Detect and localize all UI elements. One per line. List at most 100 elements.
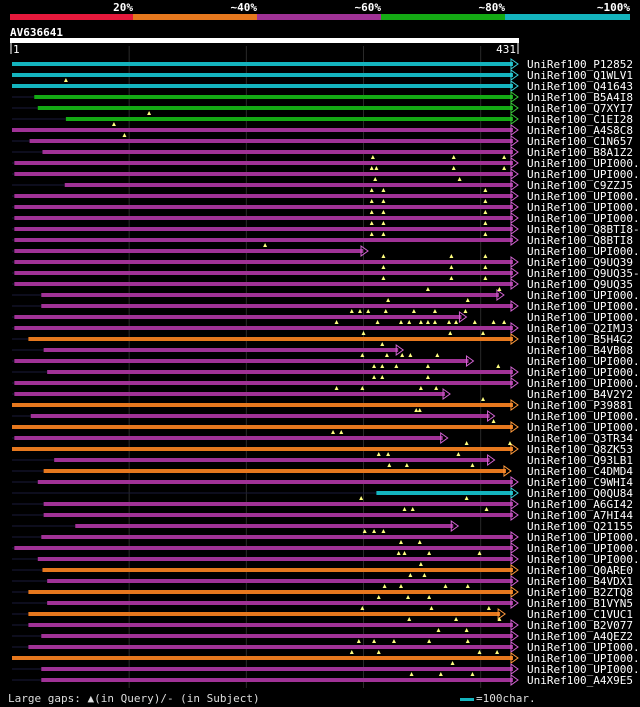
hit-label[interactable]: UniRef100_B4VB08	[527, 344, 633, 357]
hit-bar[interactable]	[41, 678, 513, 682]
hit-label[interactable]: UniRef100_Q2IMJ3	[527, 322, 633, 335]
hit-label[interactable]: UniRef100_UPI000..	[527, 553, 640, 566]
hit-bar[interactable]	[12, 73, 513, 77]
hit-bar[interactable]	[34, 95, 514, 99]
hit-bar[interactable]	[14, 260, 514, 264]
hit-label[interactable]: UniRef100_C1EI28	[527, 113, 633, 126]
hit-bar[interactable]	[41, 304, 513, 308]
hit-bar[interactable]	[28, 337, 513, 341]
hit-row[interactable]: UniRef100_B5H4G2	[12, 331, 633, 346]
hit-bar[interactable]	[12, 84, 513, 88]
hit-bar[interactable]	[14, 392, 446, 396]
hit-label[interactable]: UniRef100_Q41643	[527, 80, 633, 93]
hit-label[interactable]: UniRef100_UPI000..	[527, 201, 640, 214]
hit-label[interactable]: UniRef100_UPI000..	[527, 355, 640, 368]
hit-bar[interactable]	[64, 183, 513, 187]
hit-bar[interactable]	[75, 524, 454, 528]
hit-bar[interactable]	[29, 139, 513, 143]
hit-label[interactable]: UniRef100_UPI000..	[527, 311, 640, 324]
hit-bar[interactable]	[47, 579, 513, 583]
hit-bar[interactable]	[41, 293, 499, 297]
hit-label[interactable]: UniRef100_B4VDX1	[527, 575, 633, 588]
hit-row[interactable]: UniRef100_UPI000..	[12, 210, 640, 225]
hit-label[interactable]: UniRef100_UPI000..	[527, 641, 640, 654]
hit-label[interactable]: UniRef100_B5A4I8	[527, 91, 633, 104]
hit-row[interactable]: UniRef100_C1VUC1	[12, 606, 633, 621]
hit-bar[interactable]	[41, 535, 513, 539]
hit-row[interactable]: UniRef100_C4DMD4	[12, 463, 633, 478]
hit-row[interactable]: UniRef100_UPI000..	[12, 243, 640, 258]
hit-label[interactable]: UniRef100_Q9UQ39	[527, 256, 633, 269]
hit-bar[interactable]	[14, 282, 514, 286]
hit-label[interactable]: UniRef100_UPI000..	[527, 168, 640, 181]
hit-bar[interactable]	[30, 414, 490, 418]
hit-label[interactable]: UniRef100_Q8ZK53	[527, 443, 633, 456]
hit-row[interactable]: UniRef100_Q2IMJ3	[12, 320, 633, 335]
hit-row[interactable]: UniRef100_UPI000..	[12, 309, 640, 324]
hit-bar[interactable]	[14, 381, 514, 385]
hit-label[interactable]: UniRef100_A4QEZ2	[527, 630, 633, 643]
hit-bar[interactable]	[65, 117, 513, 121]
hit-row[interactable]: UniRef100_UPI000..	[12, 353, 640, 368]
hit-label[interactable]: UniRef100_UPI000..	[527, 289, 640, 302]
hit-row[interactable]: UniRef100_A4QEZ2	[12, 628, 633, 643]
hit-bar[interactable]	[28, 590, 513, 594]
hit-row[interactable]: UniRef100_UPI000..	[12, 408, 640, 423]
hit-bar[interactable]	[14, 172, 514, 176]
hit-bar[interactable]	[12, 656, 513, 660]
hit-bar[interactable]	[54, 458, 490, 462]
hit-label[interactable]: UniRef100_C9ZZJ5	[527, 179, 633, 192]
hit-bar[interactable]	[14, 271, 514, 275]
hit-bar[interactable]	[43, 469, 506, 473]
hit-row[interactable]: UniRef100_C1N657	[12, 133, 633, 148]
hit-label[interactable]: UniRef100_A4X9E5	[527, 674, 633, 687]
hit-label[interactable]: UniRef100_Q9UQ35	[527, 278, 633, 291]
hit-row[interactable]: UniRef100_Q9UQ35-2	[12, 265, 640, 280]
hit-row[interactable]: UniRef100_B1VYN5	[12, 595, 633, 610]
hit-row[interactable]: UniRef100_Q9UQ35	[12, 276, 633, 291]
hit-row[interactable]: UniRef100_UPI000..	[12, 364, 640, 379]
hit-bar[interactable]	[43, 502, 513, 506]
hit-bar[interactable]	[14, 436, 443, 440]
hit-row[interactable]: UniRef100_P12852	[12, 58, 633, 71]
hit-row[interactable]: UniRef100_UPI000..	[12, 166, 640, 181]
hit-row[interactable]: UniRef100_A4X9E5	[12, 672, 633, 687]
hit-label[interactable]: UniRef100_A6GI42	[527, 498, 633, 511]
hit-bar[interactable]	[14, 249, 364, 253]
hit-label[interactable]: UniRef100_UPI000..	[527, 542, 640, 555]
hit-label[interactable]: UniRef100_UPI000..	[527, 245, 640, 258]
hit-bar[interactable]	[12, 425, 513, 429]
hit-row[interactable]: UniRef100_B4VB08	[12, 342, 633, 357]
hit-label[interactable]: UniRef100_P12852	[527, 58, 633, 71]
hit-label[interactable]: UniRef100_UPI000..	[527, 190, 640, 203]
hit-label[interactable]: UniRef100_UPI000..	[527, 410, 640, 423]
hit-row[interactable]: UniRef100_C9ZZJ5	[12, 177, 633, 192]
hit-row[interactable]: UniRef100_UPI000..	[12, 375, 640, 390]
hit-bar[interactable]	[28, 645, 513, 649]
hit-row[interactable]: UniRef100_Q8BTI8	[12, 232, 633, 247]
hit-bar[interactable]	[14, 161, 514, 165]
hit-row[interactable]: UniRef100_UPI000..	[12, 298, 640, 313]
hit-bar[interactable]	[14, 216, 514, 220]
hit-row[interactable]: UniRef100_Q1WLV1	[12, 69, 633, 82]
hit-row[interactable]: UniRef100_UPI000..	[12, 419, 640, 434]
hit-bar[interactable]	[14, 227, 514, 231]
hit-label[interactable]: UniRef100_C1VUC1	[527, 608, 633, 621]
hit-row[interactable]: UniRef100_A4S8C8	[12, 122, 633, 137]
hit-label[interactable]: UniRef100_A7HI44	[527, 509, 633, 522]
hit-label[interactable]: UniRef100_UPI000..	[527, 421, 640, 434]
hit-row[interactable]: UniRef100_UPI000..	[12, 199, 640, 214]
hit-row[interactable]: UniRef100_UPI000..	[12, 650, 640, 665]
hit-bar[interactable]	[41, 634, 513, 638]
hit-bar[interactable]	[12, 128, 513, 132]
hit-row[interactable]: UniRef100_C9WHI4	[12, 476, 633, 489]
hit-row[interactable]: UniRef100_UPI000..	[12, 639, 640, 654]
hit-bar[interactable]	[12, 403, 513, 407]
hit-row[interactable]: UniRef100_UPI000..	[12, 188, 640, 203]
hit-label[interactable]: UniRef100_UPI000..	[527, 300, 640, 313]
hit-row[interactable]: UniRef100_Q8BTI8-3	[12, 221, 640, 236]
hit-bar[interactable]	[41, 667, 513, 671]
hit-row[interactable]: UniRef100_UPI000..	[12, 661, 640, 676]
hit-bar[interactable]	[28, 612, 501, 616]
hit-label[interactable]: UniRef100_Q7XYI7	[527, 102, 633, 115]
